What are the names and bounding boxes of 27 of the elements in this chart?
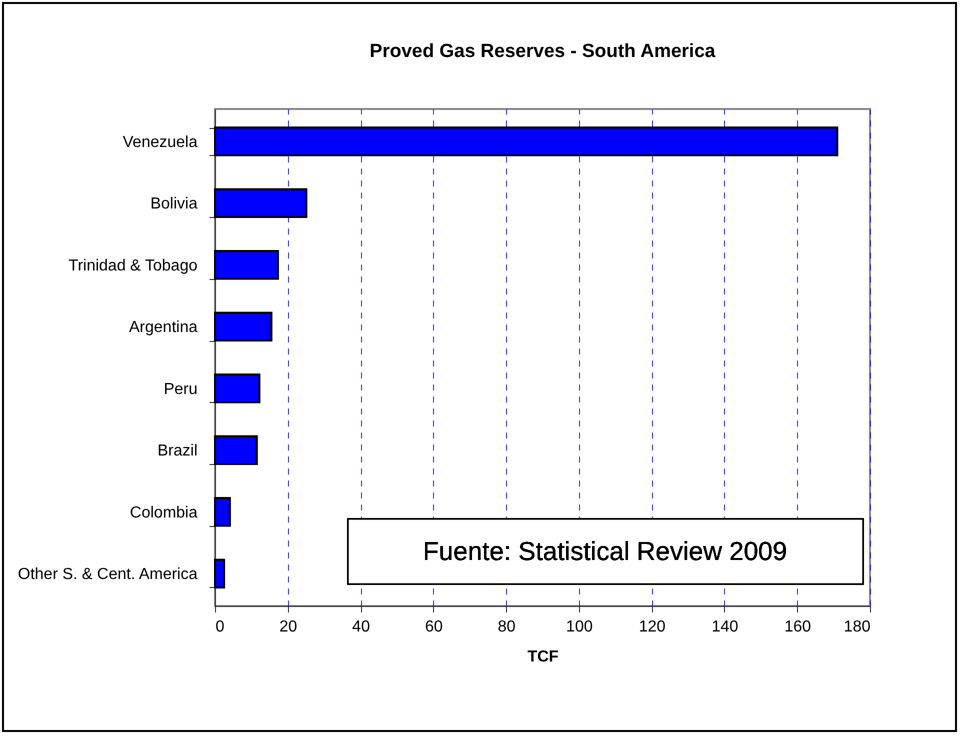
bar — [214, 435, 258, 465]
x-tick-label: 140 — [712, 618, 738, 636]
bar — [214, 496, 231, 527]
bar — [214, 250, 279, 280]
y-tick-label: Colombia — [130, 504, 198, 522]
x-tick-label: 100 — [566, 618, 593, 636]
x-tick-label: 120 — [638, 618, 666, 636]
y-tick-label: Venezuela — [122, 134, 198, 151]
annotation: Fuente: Statistical Review 2009 — [422, 536, 788, 566]
x-tick-label: 0 — [216, 618, 224, 636]
x-tick-label: 80 — [498, 618, 516, 636]
bar — [214, 558, 226, 588]
y-tick-label: Argentina — [129, 319, 198, 336]
y-tick-label: Bolivia — [150, 196, 198, 213]
chart-title: Proved Gas Reserves - South America — [370, 41, 716, 62]
x-tick-label: 160 — [784, 618, 812, 636]
x-tick-label: 60 — [424, 618, 443, 636]
x-axis-title: TCF — [527, 648, 559, 666]
x-tick-label: 180 — [844, 618, 871, 636]
bar — [214, 373, 260, 404]
y-tick-label: Peru — [164, 380, 198, 398]
x-tick-label: 20 — [279, 618, 298, 636]
bar — [214, 312, 272, 342]
y-tick-label: Other S. & Cent. America — [18, 566, 198, 584]
x-tick-label: 40 — [352, 618, 370, 636]
y-tick-label: Brazil — [157, 442, 198, 460]
y-tick-label: Trinidad & Tobago — [68, 257, 198, 274]
